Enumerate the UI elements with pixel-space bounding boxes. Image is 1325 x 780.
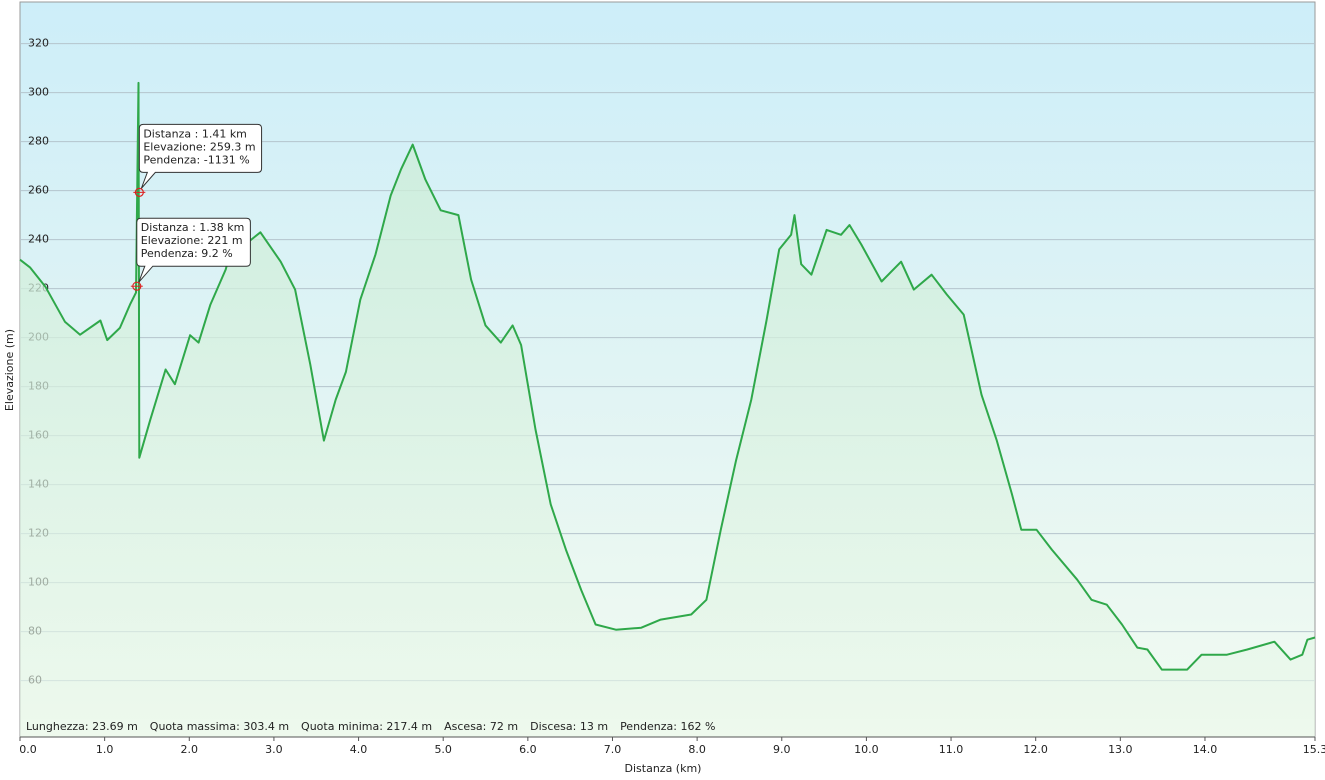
tooltip-line: Pendenza: -1131 % (143, 153, 249, 166)
stat-text: Quota minima: 217.4 m (301, 720, 432, 733)
x-tick-label: 8.0 (688, 743, 706, 756)
x-tick-label: 5.0 (434, 743, 452, 756)
tooltip-line: Elevazione: 259.3 m (143, 140, 255, 153)
stat-text: Quota massima: 303.4 m (150, 720, 289, 733)
x-tick-label: 13.0 (1108, 743, 1133, 756)
elevation-line (19, 81, 1316, 671)
x-tick-label: 4.0 (350, 743, 368, 756)
x-tick-label: 6.0 (519, 743, 537, 756)
tooltip-line: Distanza : 1.41 km (143, 127, 247, 140)
x-tick-label: 10.0 (854, 743, 879, 756)
x-tick-label: 3.0 (265, 743, 283, 756)
x-tick-label: 12.0 (1023, 743, 1048, 756)
tooltip-line: Elevazione: 221 m (141, 234, 243, 247)
tooltip-line: Distanza : 1.38 km (141, 221, 245, 234)
y-tick-label: 280 (28, 135, 49, 148)
y-tick-label: 320 (28, 37, 49, 50)
x-axis-title: Distanza (km) (625, 762, 702, 775)
stat-text: Ascesa: 72 m (444, 720, 518, 733)
tooltip-line: Pendenza: 9.2 % (141, 247, 233, 260)
y-axis-title: Elevazione (m) (3, 329, 16, 411)
x-tick-label: 0.0 (19, 743, 37, 756)
x-tick-label: 2.0 (181, 743, 199, 756)
x-tick-label: 7.0 (604, 743, 622, 756)
stat-text: Pendenza: 162 % (620, 720, 715, 733)
x-tick-label: 15.3 (1303, 743, 1325, 756)
stat-text: Discesa: 13 m (530, 720, 608, 733)
tooltip-box (136, 217, 251, 283)
y-tick-label: 260 (28, 184, 49, 197)
y-tick-label: 300 (28, 86, 49, 99)
area-fill (20, 82, 1315, 737)
stat-text: Lunghezza: 23.69 m (26, 720, 138, 733)
x-tick-label: 9.0 (773, 743, 791, 756)
x-tick-label: 1.0 (96, 743, 114, 756)
x-tick-label: 11.0 (939, 743, 964, 756)
x-tick-label: 14.0 (1193, 743, 1218, 756)
tooltip-box (138, 123, 263, 189)
y-tick-label: 240 (28, 233, 49, 246)
